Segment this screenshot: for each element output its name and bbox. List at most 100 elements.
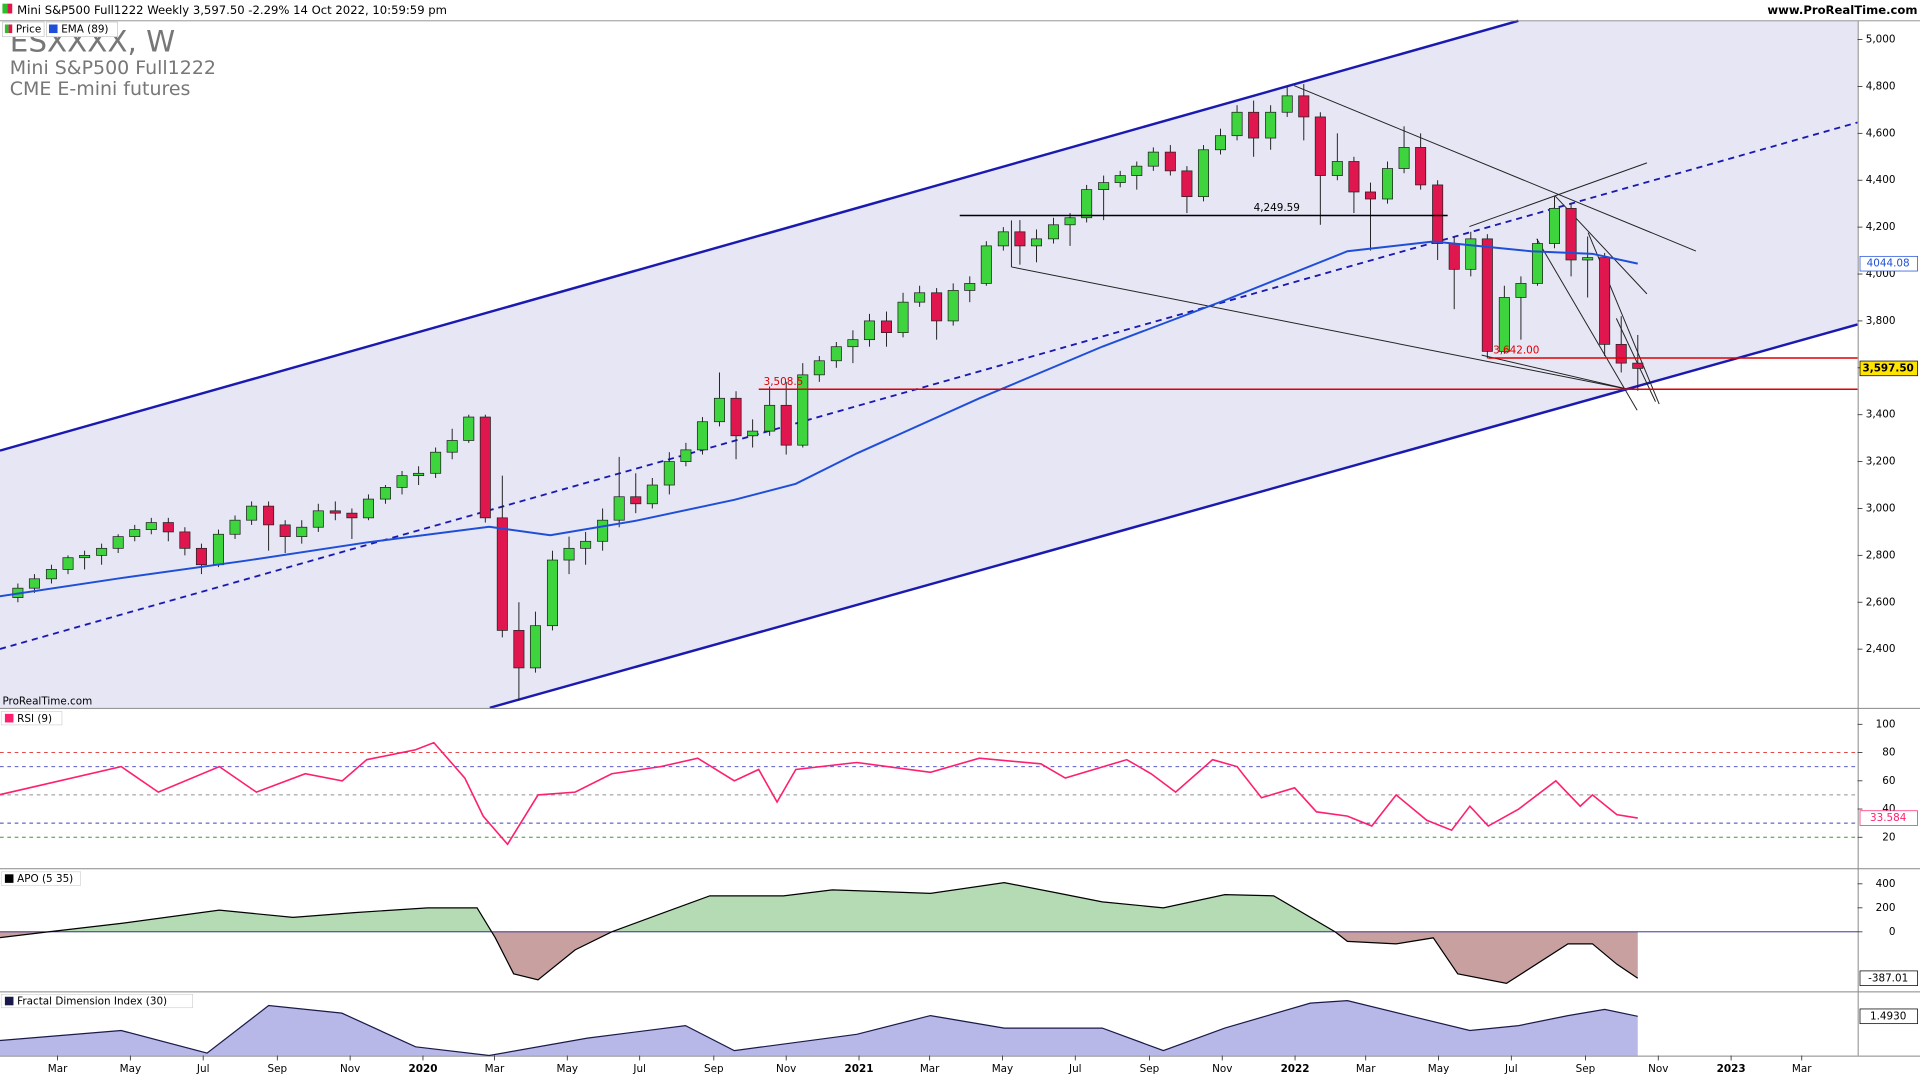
panel-title-box	[0, 711, 63, 726]
y-tick-label: 2,400	[1866, 643, 1896, 655]
x-tick-label: Mar	[1356, 1063, 1376, 1075]
y-tick-label: 5,000	[1866, 34, 1896, 46]
candle-body	[246, 505, 258, 521]
candle-body	[1114, 175, 1126, 183]
x-tick-label: May	[557, 1063, 578, 1075]
ema-line	[0, 240, 1638, 598]
candle-body	[329, 510, 341, 514]
x-tick-label: Mar	[48, 1063, 68, 1075]
trendline	[1294, 85, 1697, 252]
header-icon	[7, 3, 13, 14]
candle-body	[45, 569, 57, 580]
x-tick-label: Sep	[704, 1063, 724, 1075]
candle-body	[663, 461, 675, 486]
x-tick-label: Nov	[776, 1063, 796, 1075]
value-flag-box	[1859, 810, 1918, 826]
y-tick-label: 400	[1876, 878, 1896, 890]
channel-mid	[0, 121, 1858, 650]
panel-title: RSI (9)	[17, 713, 52, 725]
candle-body	[1531, 243, 1543, 284]
value-flag: 1.4930	[1859, 1008, 1918, 1025]
candle-body	[1448, 243, 1460, 270]
candle-body	[914, 292, 926, 303]
candle-body	[613, 496, 625, 521]
y-tick-label: 3,200	[1866, 456, 1896, 468]
area-fill	[0, 1000, 1638, 1056]
candle-body	[696, 421, 708, 451]
trendline	[1615, 318, 1656, 402]
x-tick-label: Nov	[1212, 1063, 1232, 1075]
candle-body	[446, 440, 458, 453]
level-label: 3,642.00	[1493, 345, 1539, 357]
candle-body	[112, 536, 124, 549]
indicator-line	[0, 741, 1638, 846]
subtitle: Mini S&P500 Full1222	[10, 57, 216, 79]
candle-body	[1064, 217, 1076, 226]
candle-body	[1348, 161, 1360, 193]
candle-body	[96, 547, 108, 556]
candle-body	[312, 510, 324, 528]
candle-body	[229, 519, 241, 535]
candle-body	[730, 397, 742, 437]
indicator-line	[0, 1000, 1638, 1057]
candle-body	[162, 522, 174, 533]
panel-title-icon	[4, 874, 14, 883]
candle-body	[1281, 95, 1293, 113]
candle-body	[1331, 161, 1343, 176]
x-tick-label: Jul	[632, 1063, 646, 1075]
candle-body	[1498, 297, 1510, 352]
x-tick-label: Sep	[1576, 1063, 1596, 1075]
value-flag-label: 4044.08	[1867, 258, 1910, 270]
candle-body	[179, 531, 191, 549]
candle-body	[830, 346, 842, 362]
x-tick-label: 2022	[1281, 1063, 1310, 1075]
candle-body	[797, 374, 809, 446]
y-tick-label: 2,600	[1866, 596, 1896, 608]
candle-body	[379, 487, 391, 500]
candle-body	[964, 283, 976, 291]
candle-body	[813, 360, 825, 376]
candle-body	[1582, 257, 1594, 261]
indicator-line	[0, 881, 1639, 985]
y-tick-label: 4,200	[1866, 221, 1896, 233]
value-flag-label: -387.01	[1868, 972, 1908, 984]
candle-body	[847, 339, 859, 348]
candle-body	[1047, 224, 1059, 240]
panel-title-icon	[4, 996, 14, 1006]
panel-title: Fractal Dimension Index (30)	[17, 996, 167, 1008]
x-tick-label: May	[120, 1063, 141, 1075]
candle-body	[1014, 231, 1026, 247]
y-tick-label: 20	[1882, 831, 1895, 843]
legend-icon	[8, 24, 13, 34]
candle-body	[1131, 165, 1143, 176]
y-tick-label: 4,600	[1866, 127, 1896, 139]
channel-bottom	[489, 323, 1858, 709]
candle-body	[1364, 191, 1376, 200]
candle-body	[1030, 238, 1042, 247]
candle-body	[129, 529, 141, 537]
candle-body	[997, 231, 1009, 247]
channel-fill	[0, 20, 1858, 708]
candle-body	[1181, 170, 1193, 198]
area-positive	[48, 882, 1336, 932]
candle-body	[79, 554, 91, 559]
candle-body	[563, 547, 575, 561]
legend-label: EMA (89)	[61, 23, 108, 35]
candle-body	[28, 578, 40, 589]
candle-body	[430, 451, 442, 474]
trendline	[1011, 266, 1629, 390]
legend-box	[46, 21, 118, 38]
legend-icon	[48, 24, 58, 34]
x-tick-label: Mar	[1792, 1063, 1812, 1075]
x-tick-label: May	[992, 1063, 1013, 1075]
candle-body	[1632, 362, 1644, 369]
x-tick-label: Mar	[485, 1063, 505, 1075]
header-icon	[2, 3, 8, 14]
y-tick-label: 3,000	[1866, 502, 1896, 514]
y-tick-label: 60	[1882, 775, 1895, 787]
candle-body	[513, 630, 525, 669]
panel-frames	[0, 20, 1920, 1057]
x-tick-label: May	[1428, 1063, 1449, 1075]
